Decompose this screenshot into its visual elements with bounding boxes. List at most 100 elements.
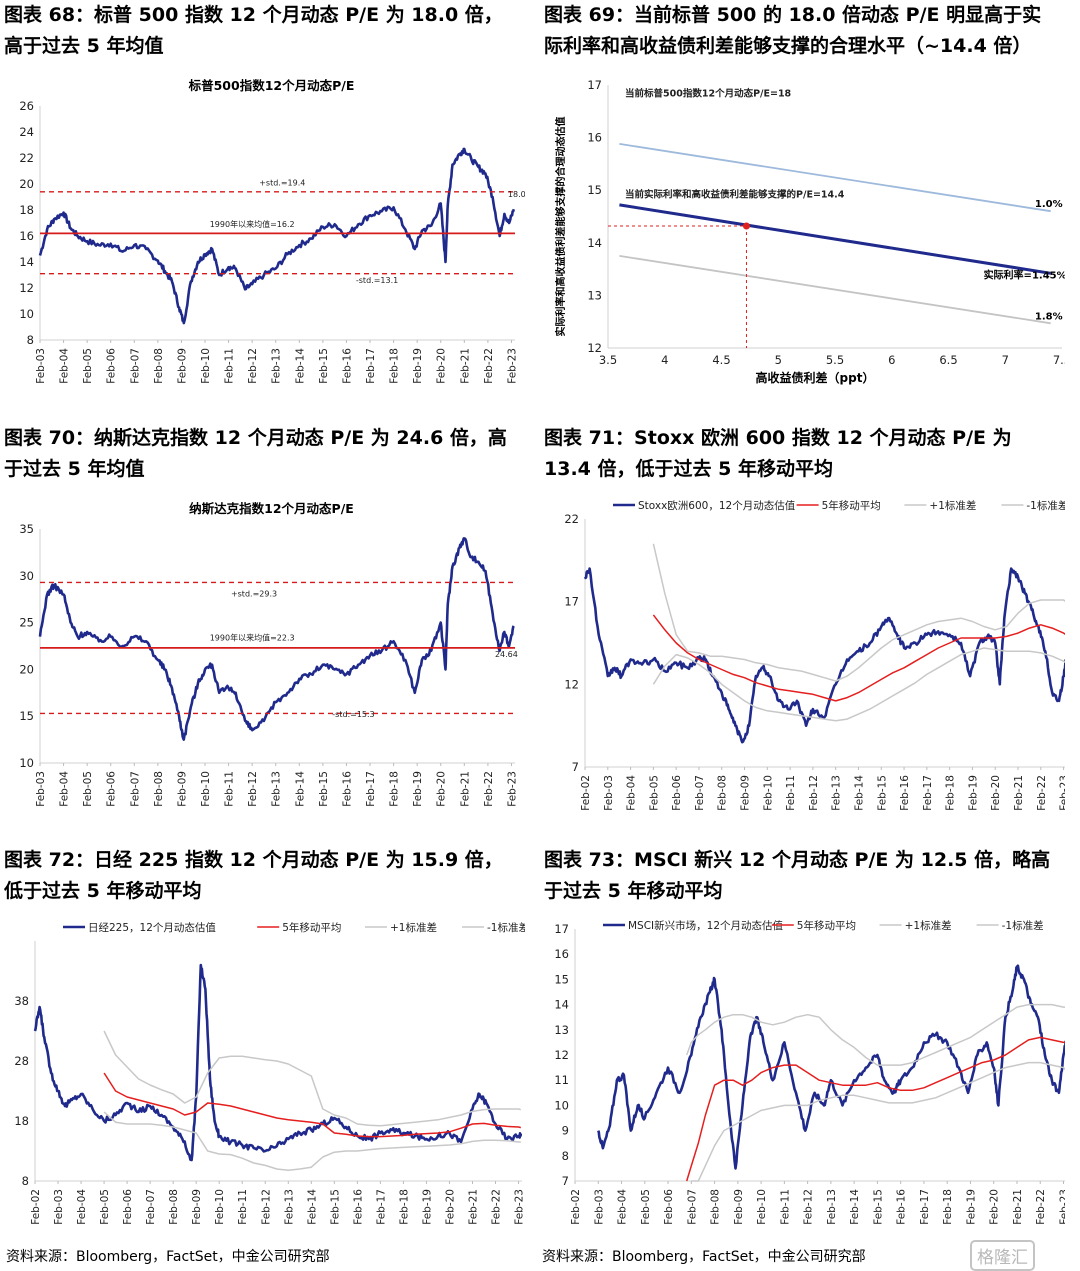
legend-label: 5年移动平均 — [797, 919, 856, 932]
y-tick-label: 15 — [554, 972, 569, 986]
y-tick-label: 35 — [19, 522, 34, 536]
x-tick-label: Feb-20 — [436, 771, 448, 807]
x-tick-label: Feb-10 — [756, 1189, 768, 1225]
legend-label: 5年移动平均 — [822, 499, 881, 512]
x-tick-label: Feb-20 — [436, 348, 448, 384]
y-tick-label: 16 — [554, 947, 569, 961]
series-line-1 — [103, 1030, 521, 1127]
y-tick-label: 15 — [19, 709, 34, 723]
x-tick-label: Feb-08 — [710, 1189, 722, 1225]
y-tick-label: 14 — [587, 236, 602, 250]
figure-71: 图表 71：Stoxx 欧洲 600 指数 12 个月动态 P/E 为 13.4… — [540, 423, 1071, 843]
x-tick-label: Feb-11 — [785, 775, 797, 811]
y-tick-label: 10 — [19, 307, 34, 321]
x-tick-label: 4.5 — [712, 353, 730, 367]
figure-69: 图表 69：当前标普 500 的 18.0 倍动态 P/E 明显高于实际利率和高… — [540, 0, 1071, 420]
y-tick-label: 30 — [19, 569, 34, 583]
x-tick-label: Feb-03 — [603, 775, 615, 811]
x-tick-label: Feb-12 — [808, 775, 820, 811]
x-tick-label: Feb-23 — [514, 1189, 525, 1225]
series-line-1 — [691, 1061, 1067, 1182]
chart-canvas: 7 8 9 10 11 12 13 14 15 16 17 Feb-02 Feb-03 Feb-04 Feb… — [554, 919, 1070, 1225]
x-tick-label: 3.5 — [599, 353, 617, 367]
x-tick-label: Feb-08 — [717, 775, 729, 811]
y-tick-label: 38 — [14, 994, 29, 1008]
x-tick-label: Feb-14 — [294, 771, 306, 807]
y-tick-label: 13 — [554, 1023, 569, 1037]
x-tick-label: Feb-19 — [965, 1189, 977, 1225]
chart-canvas: 10 15 20 25 30 35 Feb-03 Feb-04 Feb-05 Feb-06 Feb-… — [19, 501, 518, 807]
x-tick-label: Feb-17 — [375, 1189, 387, 1225]
y-tick-label: 10 — [554, 1098, 569, 1112]
y-tick-label: 17 — [554, 922, 569, 936]
x-tick-label: Feb-06 — [106, 348, 118, 384]
x-tick-label: Feb-06 — [671, 775, 683, 811]
figure-caption: 图表 73：MSCI 新兴 12 个月动态 P/E 为 12.5 倍，略高于过去… — [544, 849, 1051, 902]
x-tick-label: 6.5 — [939, 353, 957, 367]
x-tick-label: Feb-21 — [1013, 775, 1025, 811]
x-tick-label: Feb-13 — [826, 1189, 838, 1225]
y-tick-label: 17 — [564, 595, 579, 609]
x-tick-label: 5.5 — [826, 353, 844, 367]
x-tick-label: Feb-08 — [153, 348, 165, 384]
y-tick-label: 20 — [19, 662, 34, 676]
x-tick-label: Feb-21 — [459, 771, 471, 807]
x-tick-label: Feb-15 — [318, 348, 330, 384]
figure-caption: 图表 69：当前标普 500 的 18.0 倍动态 P/E 明显高于实际利率和高… — [544, 4, 1042, 57]
x-tick-label: 7.5 — [1053, 353, 1065, 367]
x-tick-label: Feb-21 — [1012, 1189, 1024, 1225]
x-tick-label: Feb-10 — [200, 771, 212, 807]
x-tick-label: Feb-07 — [129, 771, 141, 807]
chart-canvas: 12 13 14 15 16 17 3.5 4 4.5 5 5.5 6 6.5 7 7.5 高收益债利差（pp… — [554, 78, 1071, 385]
legend-label: -1标准差 — [1002, 919, 1044, 932]
x-tick-label: Feb-18 — [389, 771, 401, 807]
x-tick-label: Feb-07 — [145, 1189, 157, 1225]
x-tick-label: Feb-05 — [82, 348, 94, 384]
y-tick-label: 22 — [19, 151, 34, 165]
x-tick-label: Feb-22 — [483, 348, 495, 384]
y-tick-label: 20 — [19, 177, 34, 191]
x-tick-label: Feb-23 — [506, 348, 518, 384]
x-tick-label: Feb-02 — [580, 775, 592, 811]
chart-pe-sp500: 8 10 12 14 16 18 20 22 24 26 Feb-03 Feb-04 Feb-05 Feb… — [0, 70, 530, 410]
series-line-1 — [652, 647, 1067, 722]
figure-caption: 图表 71：Stoxx 欧洲 600 指数 12 个月动态 P/E 为 13.4… — [544, 427, 1012, 480]
x-tick-label: Feb-18 — [942, 1189, 954, 1225]
x-tick-label: Feb-17 — [919, 1189, 931, 1225]
x-tick-label: Feb-15 — [872, 1189, 884, 1225]
x-tick-label: Feb-12 — [803, 1189, 815, 1225]
legend-label: -1标准差 — [1026, 499, 1065, 512]
x-tick-label: Feb-13 — [831, 775, 843, 811]
series-line-225-12 — [33, 963, 523, 1162]
x-tick-label: Feb-02 — [30, 1189, 42, 1225]
x-tick-label: Feb-06 — [106, 771, 118, 807]
x-tick-label: Feb-06 — [122, 1189, 134, 1225]
x-tick-label: Feb-04 — [617, 1189, 629, 1225]
x-tick-label: Feb-17 — [365, 348, 377, 384]
x-tick-label: Feb-07 — [129, 348, 141, 384]
chart-canvas: 8 18 28 38 Feb-02 Feb-03 Feb-04 Feb-05 Feb-06 Feb… — [14, 921, 529, 1225]
figure-caption: 图表 72：日经 225 指数 12 个月动态 P/E 为 15.9 倍，低于过… — [4, 849, 503, 902]
x-tick-label: Feb-09 — [733, 1189, 745, 1225]
y-tick-label: 7 — [562, 1174, 569, 1188]
y-tick-label: 8 — [22, 1174, 29, 1188]
annotation-label: 当前实际利率和高收益债利差能够支撑的P/E=14.4 — [625, 189, 845, 201]
x-tick-label: Feb-23 — [1059, 775, 1065, 811]
x-tick-label: Feb-13 — [271, 771, 283, 807]
x-tick-label: Feb-06 — [663, 1189, 675, 1225]
x-tick-label: Feb-14 — [294, 348, 306, 384]
y-tick-label: 12 — [19, 281, 34, 295]
x-tick-label: Feb-09 — [740, 775, 752, 811]
x-tick-label: Feb-03 — [35, 348, 47, 384]
legend-label: Stoxx欧洲600，12个月动态估值 — [638, 499, 796, 512]
chart-pe-nasdaq: 10 15 20 25 30 35 Feb-03 Feb-04 Feb-05 Feb-06 Feb-… — [0, 493, 525, 833]
x-tick-label: Feb-21 — [467, 1189, 479, 1225]
x-tick-label: Feb-07 — [694, 775, 706, 811]
series-line-stoxx-600-12 — [583, 567, 1068, 744]
x-tick-label: 4 — [661, 353, 668, 367]
y-tick-label: 22 — [564, 512, 579, 526]
chart-pe-nikkei: 8 18 28 38 Feb-02 Feb-03 Feb-04 Feb-05 Feb-06 Feb… — [0, 915, 529, 1255]
series-label: 1.8% — [1035, 311, 1063, 322]
x-tick-label: Feb-05 — [648, 775, 660, 811]
current-fair-pe-marker — [742, 222, 750, 230]
